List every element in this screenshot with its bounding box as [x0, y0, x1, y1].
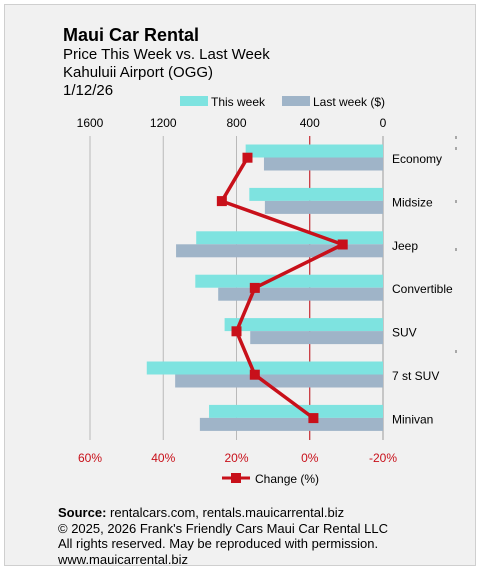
category-label: SUV [392, 326, 417, 340]
source-line: Source: rentalcars.com, rentals.mauicarr… [58, 505, 478, 521]
rights-line: All rights reserved. May be reproduced w… [58, 536, 379, 551]
bar-last-week [263, 157, 383, 171]
change-point [249, 282, 260, 293]
change-point [231, 326, 242, 337]
bar-this-week [146, 361, 383, 375]
legend-marker-change [231, 473, 241, 483]
legend-swatch-this-week [180, 96, 208, 106]
bar-this-week [224, 318, 383, 332]
change-line [216, 152, 348, 424]
footer: Source: rentalcars.com, rentals.mauicarr… [58, 505, 478, 567]
change-point [249, 369, 260, 380]
chart-title: Maui Car Rental [63, 25, 200, 45]
primary-tick-label: 800 [226, 116, 246, 130]
copyright-line: © 2025, 2026 Frank's Friendly Cars Maui … [58, 520, 388, 536]
bar-last-week [264, 200, 383, 214]
legend-swatch-last-week [282, 96, 310, 106]
bar-last-week [175, 374, 383, 388]
category-labels: Economy Midsize Jeep Convertible SUV 7 st SUV… [392, 152, 453, 426]
source-text: rentalcars.com, rentals.mauicarrental.bi… [106, 505, 345, 520]
change-point [337, 239, 348, 250]
chart-header: Maui Car Rental Price This Week vs. Last… [63, 24, 363, 100]
category-label: Minivan [392, 412, 433, 426]
secondary-axis: 60% 40% 20% 0% -20% [78, 451, 397, 465]
bar-last-week [176, 244, 383, 258]
legend-bottom: Change (%) [222, 472, 319, 486]
bars [146, 144, 383, 431]
secondary-tick-label: 0% [301, 451, 319, 465]
bar-this-week [245, 144, 383, 158]
bar-last-week [199, 417, 383, 431]
secondary-tick-label: -20% [369, 451, 397, 465]
bar-last-week [218, 287, 383, 301]
bar-this-week [196, 231, 383, 245]
primary-tick-label: 1200 [150, 116, 177, 130]
secondary-tick-label: 60% [78, 451, 102, 465]
legend-label-this-week: This week [211, 95, 266, 109]
chart-location: Kahuluii Airport (OGG) [63, 64, 214, 81]
chart-subtitle: Price This Week vs. Last Week [63, 46, 270, 63]
bar-this-week [209, 404, 383, 418]
category-label: Convertible [392, 282, 453, 296]
legend-label-change: Change (%) [255, 472, 319, 486]
bar-last-week [250, 331, 383, 345]
category-label: Economy [392, 152, 442, 166]
primary-axis: 1600 1200 800 400 0 [77, 116, 387, 130]
chart-date: 1/12/26 [63, 82, 114, 99]
secondary-tick-label: 20% [224, 451, 248, 465]
bar-this-week [249, 187, 383, 201]
legend-label-last-week: Last week ($) [313, 95, 385, 109]
change-point [216, 196, 227, 207]
secondary-tick-label: 40% [151, 451, 175, 465]
primary-tick-label: 1600 [77, 116, 104, 130]
primary-tick-label: 0 [380, 116, 387, 130]
category-label: Midsize [392, 195, 433, 209]
bar-this-week [195, 274, 383, 288]
chart-plot: This week Last week ($) 1600 1200 800 400 0 E… [77, 95, 457, 486]
change-point [308, 413, 319, 424]
legend-top: This week Last week ($) [180, 95, 385, 109]
category-label: Jeep [392, 239, 418, 253]
source-label: Source: [58, 505, 107, 520]
category-label: 7 st SUV [392, 369, 439, 383]
website-line: www.mauicarrental.biz [58, 551, 189, 567]
change-point [242, 152, 253, 163]
primary-tick-label: 400 [300, 116, 320, 130]
